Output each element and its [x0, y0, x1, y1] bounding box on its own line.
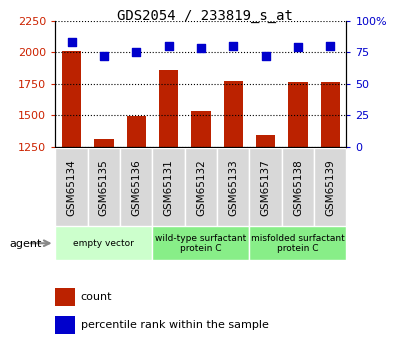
Bar [249, 148, 281, 226]
Text: GSM65135: GSM65135 [99, 159, 109, 216]
Point [165, 43, 171, 49]
Bar [120, 148, 152, 226]
Bar [55, 226, 152, 260]
Bar [216, 148, 249, 226]
Point [294, 45, 301, 50]
Point [133, 49, 139, 55]
Text: GDS2054 / 233819_s_at: GDS2054 / 233819_s_at [117, 9, 292, 23]
Bar [255, 135, 274, 147]
Bar [313, 148, 346, 226]
Bar [158, 70, 178, 147]
Text: percentile rank within the sample: percentile rank within the sample [81, 320, 268, 330]
Point [326, 43, 333, 49]
Bar [62, 51, 81, 147]
Bar [281, 148, 313, 226]
Bar [320, 82, 339, 147]
Bar [152, 226, 249, 260]
Text: GSM65138: GSM65138 [292, 159, 302, 216]
Bar [184, 148, 216, 226]
Text: count: count [81, 292, 112, 302]
Bar [249, 226, 346, 260]
Bar [126, 116, 146, 147]
Text: GSM65134: GSM65134 [66, 159, 76, 216]
Bar [191, 111, 210, 147]
Text: GSM65137: GSM65137 [260, 159, 270, 216]
Bar [88, 148, 120, 226]
Text: empty vector: empty vector [73, 239, 134, 248]
Bar [55, 148, 88, 226]
Text: wild-type surfactant
protein C: wild-type surfactant protein C [155, 234, 246, 253]
Point [100, 53, 107, 59]
Text: GSM65136: GSM65136 [131, 159, 141, 216]
Point [197, 46, 204, 51]
Point [262, 53, 268, 59]
Text: agent: agent [9, 239, 41, 249]
Bar [152, 148, 184, 226]
Bar [55, 316, 75, 334]
Point [229, 43, 236, 49]
Text: GSM65131: GSM65131 [163, 159, 173, 216]
Point [68, 39, 74, 45]
Text: GSM65132: GSM65132 [196, 159, 205, 216]
Text: misfolded surfactant
protein C: misfolded surfactant protein C [250, 234, 344, 253]
Bar [223, 81, 243, 147]
Text: GSM65133: GSM65133 [228, 159, 238, 216]
Bar [55, 288, 75, 306]
Bar [94, 139, 113, 147]
Text: GSM65139: GSM65139 [324, 159, 335, 216]
Bar [288, 82, 307, 147]
